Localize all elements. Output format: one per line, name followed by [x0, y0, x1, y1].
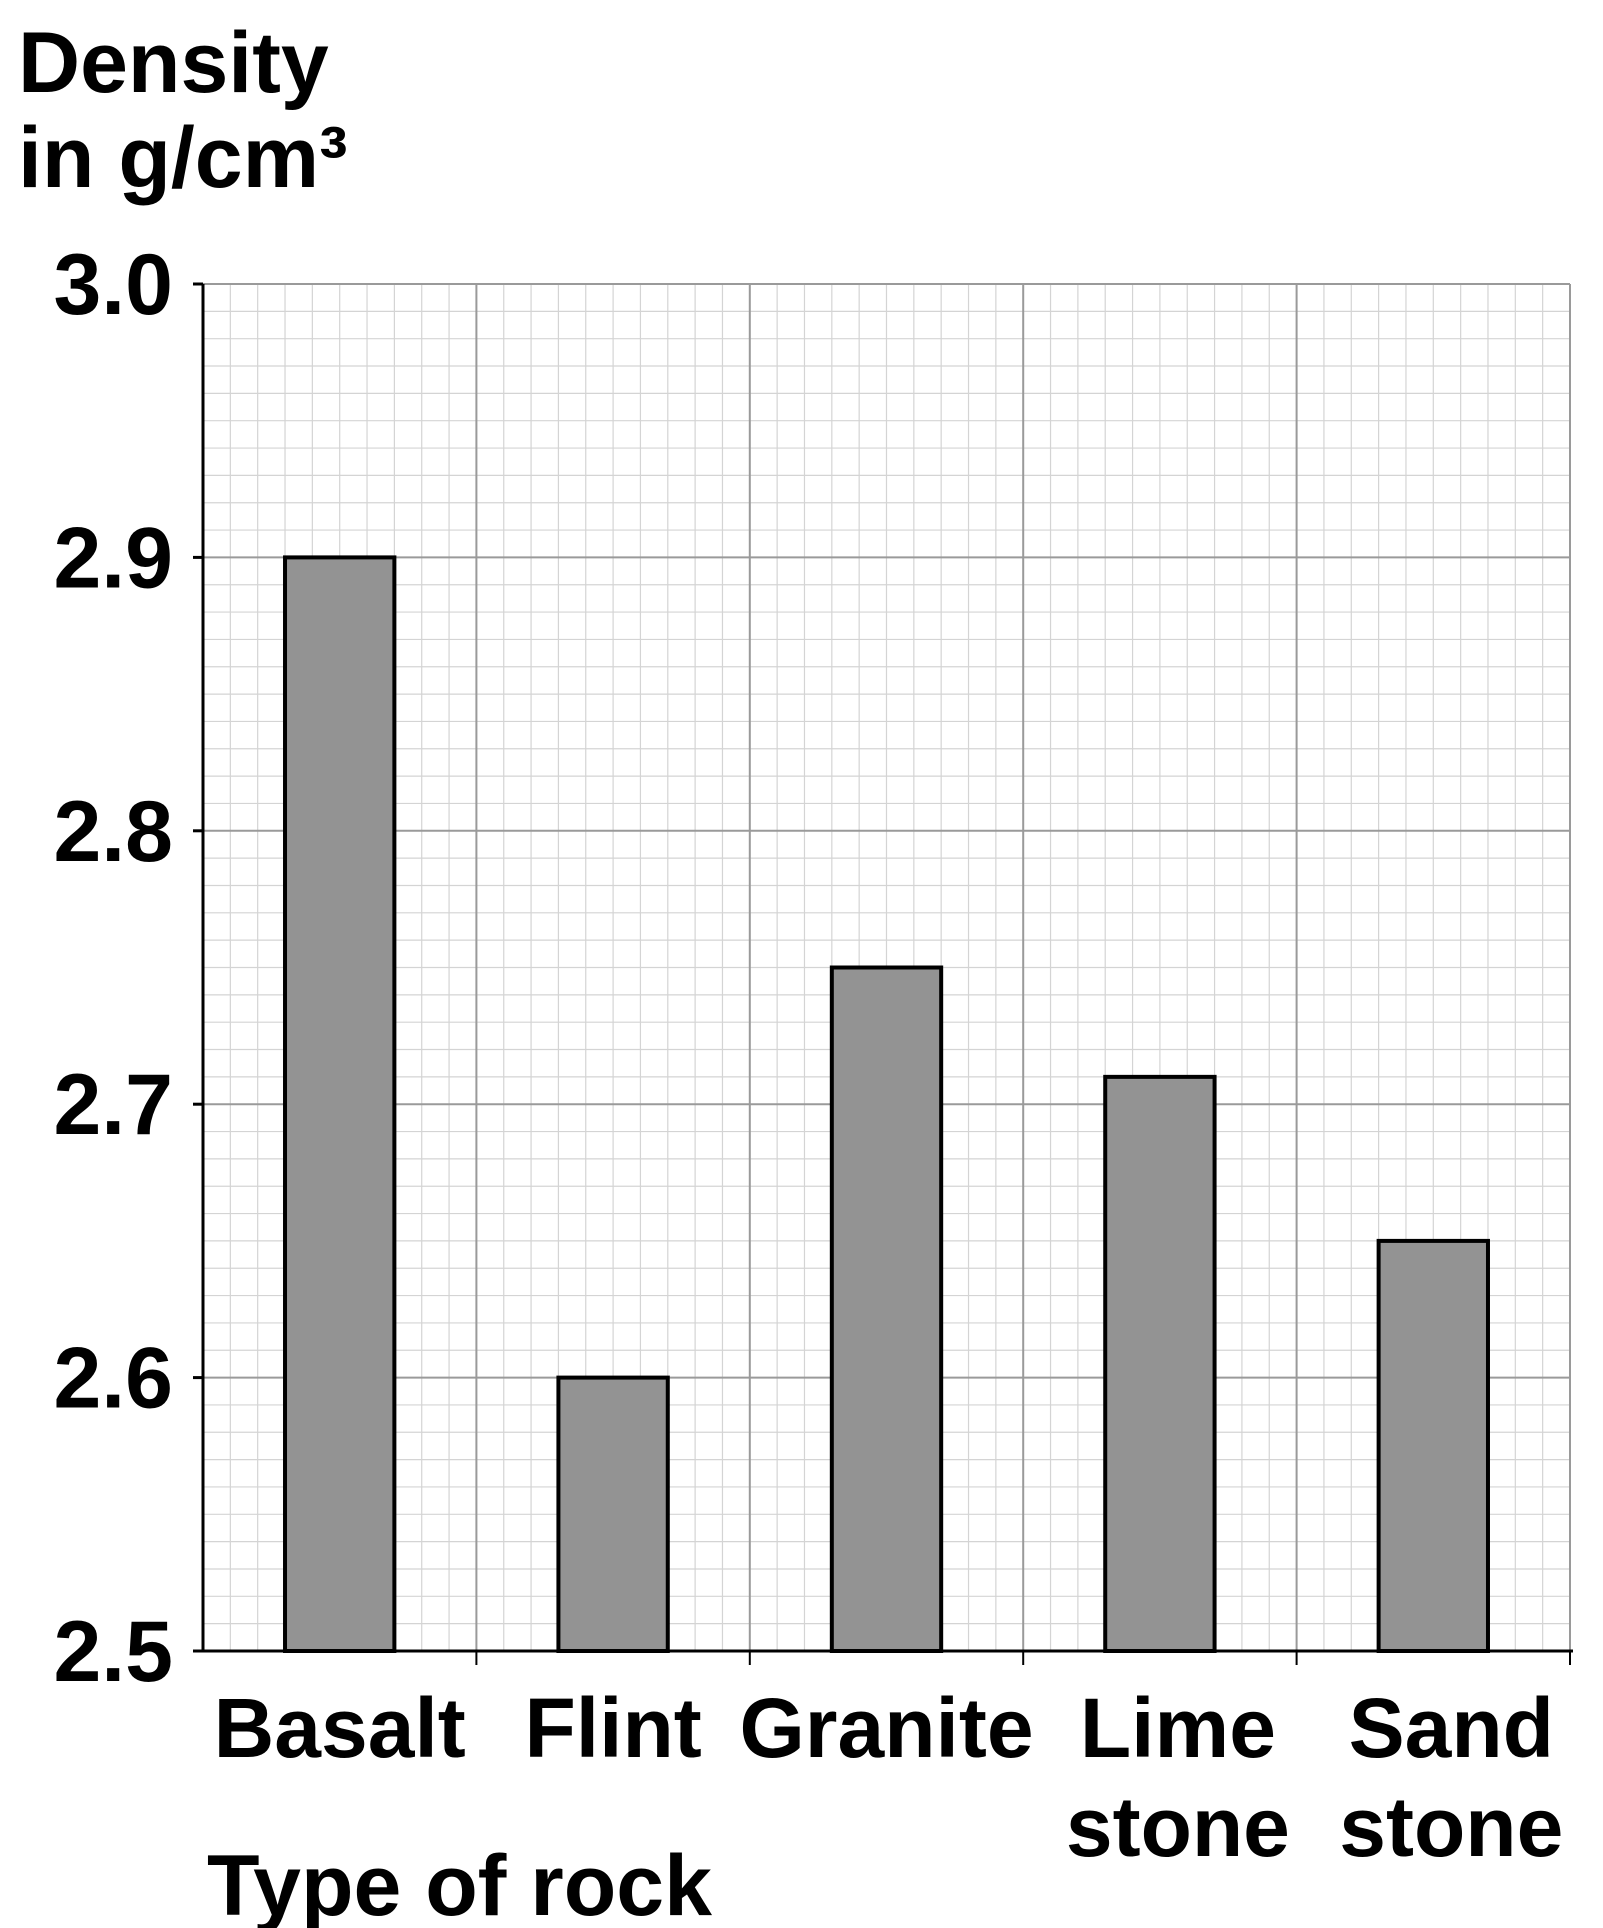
y-axis-title: in g/cm³ [18, 110, 348, 206]
x-axis-title: Type of rock [207, 1838, 712, 1928]
bar [1376, 1238, 1490, 1654]
bar [829, 965, 944, 1653]
x-tick-label: Basalt [214, 1681, 466, 1775]
bar [556, 1375, 670, 1653]
y-tick-label: 2.9 [53, 510, 173, 606]
x-tick-label: Granite [739, 1681, 1033, 1775]
x-tick-label: Flint [524, 1681, 701, 1775]
bar [1103, 1074, 1217, 1653]
y-tick-label: 2.8 [53, 784, 173, 880]
x-tick-label: stone [1339, 1780, 1563, 1874]
y-tick-label: 2.7 [53, 1057, 173, 1153]
x-tick-label: Lime [1080, 1681, 1276, 1775]
y-tick-label: 2.5 [53, 1604, 173, 1700]
y-axis-title: Density [18, 15, 329, 111]
x-tick-label: Sand [1349, 1681, 1554, 1775]
y-tick-label: 3.0 [53, 237, 173, 333]
x-tick-label: stone [1066, 1780, 1290, 1874]
bar [283, 555, 397, 1653]
y-tick-label: 2.6 [53, 1331, 173, 1427]
